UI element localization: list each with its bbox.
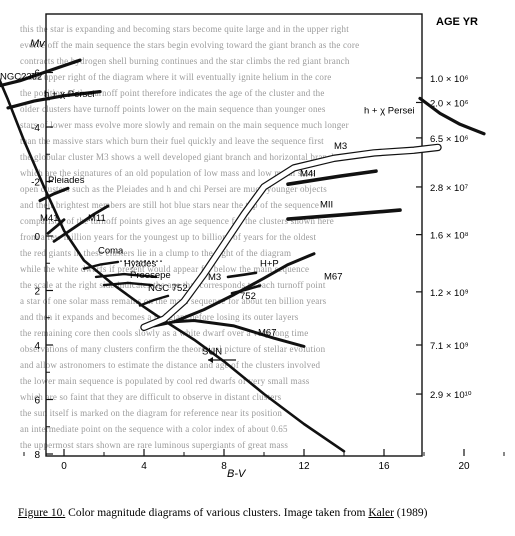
series-praesepe <box>102 281 154 287</box>
cluster-sequences <box>0 58 486 453</box>
x-axis-label: B-V <box>227 468 247 480</box>
x-tick-label: 20 <box>458 461 470 472</box>
age-tick-label: 1.0 × 10⁶ <box>430 74 469 85</box>
series-coma <box>82 260 120 270</box>
y-tick-label: 2 <box>34 287 40 298</box>
label-m3: M3 <box>334 141 347 152</box>
label-m67: M67 <box>258 327 276 338</box>
label-hyades: Hyades <box>124 259 156 270</box>
label-m4i: M4I <box>300 169 316 180</box>
label-h-persei: h + χ Persei <box>364 105 415 116</box>
age-tick-label: 1.6 × 10⁸ <box>430 231 469 242</box>
label-sun: SUN <box>202 347 222 358</box>
y-tick-label: 6 <box>34 396 40 407</box>
x-tick-label: 16 <box>378 461 390 472</box>
y-tick-label: 8 <box>34 450 40 461</box>
series-m41-giants <box>286 169 378 186</box>
age-tick-label: 1.2 × 10⁹ <box>430 288 469 299</box>
label-752: 752 <box>240 291 256 302</box>
label-mii: MII <box>320 199 333 210</box>
series-m3 <box>141 144 441 330</box>
series-m3-outline <box>140 143 442 331</box>
series-752 <box>230 284 262 295</box>
series-main-sequence <box>0 77 346 453</box>
x-tick-label: 4 <box>141 461 147 472</box>
label-coma: Coma <box>98 246 124 257</box>
label-m41: M41 <box>40 213 58 224</box>
series-ngc-2362 <box>0 58 82 88</box>
label-pleiades: Pleiades <box>48 175 85 186</box>
age-tick-label: 2.9 × 10¹⁰ <box>430 390 472 401</box>
label-h-p: H+P <box>260 259 279 270</box>
series-h-persei <box>6 90 102 110</box>
series-h-persei <box>418 96 486 136</box>
label-proesepe: Proesepe <box>130 270 171 281</box>
series-m67 <box>172 319 306 348</box>
age-tick-label: 6.5 × 10⁶ <box>430 134 469 145</box>
series-m11 <box>52 204 110 243</box>
label-m3: M3 <box>208 272 221 283</box>
y-tick-label: -2 <box>31 178 40 189</box>
series-m11-giants <box>286 208 402 221</box>
series-ngc-752 <box>138 294 170 307</box>
label-ngc-752: NGC 752 <box>148 283 188 294</box>
caption-text: Color magnitude diagrams of various clus… <box>65 507 369 519</box>
y-tick-label: 4 <box>34 341 40 352</box>
figure-caption: Figure 10. Color magnitude diagrams of v… <box>18 507 508 519</box>
label-m67: M67 <box>324 272 342 283</box>
label-h-persei: h + χ Persei <box>44 89 95 100</box>
caption-author: Kaler <box>368 507 394 519</box>
label-m11: M11 <box>88 213 106 224</box>
series-hyades <box>94 272 158 279</box>
x-tick-label: 0 <box>61 461 67 472</box>
y-axis-label: Mv <box>30 38 46 50</box>
age-tick-label: 7.1 × 10⁹ <box>430 341 469 352</box>
caption-year: (1989) <box>393 507 428 519</box>
caption-figure-number: Figure 10. <box>18 507 66 519</box>
age-tick-label: 2.0 × 10⁶ <box>430 98 469 109</box>
x-tick-label: 8 <box>221 461 227 472</box>
series-pleiades <box>38 186 70 203</box>
right-axis-title: AGE YR <box>436 16 478 28</box>
series-h-p <box>226 271 258 279</box>
y-tick-label: 0 <box>34 232 40 243</box>
x-tick-label: 12 <box>298 461 310 472</box>
y-tick-label: -4 <box>31 123 40 134</box>
age-tick-label: 2.8 × 10⁷ <box>430 183 469 194</box>
series-m41 <box>46 218 66 235</box>
label-ngc2362: NGC2362 <box>0 71 42 82</box>
sun-arrowhead <box>208 356 213 363</box>
